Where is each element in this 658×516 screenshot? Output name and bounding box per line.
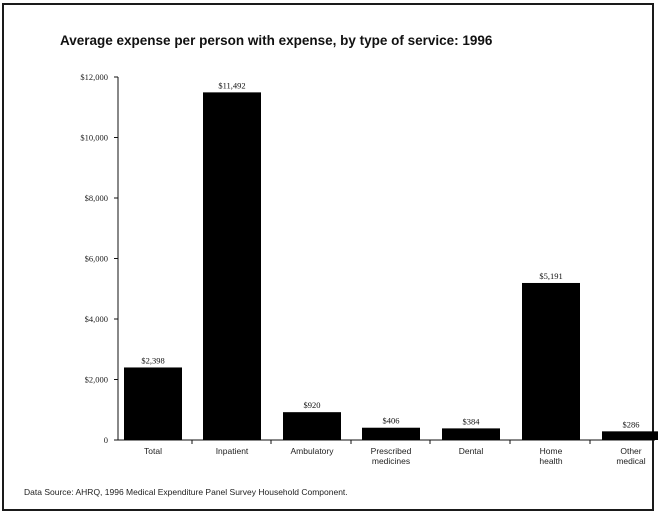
category-label: medicines xyxy=(372,456,410,466)
y-tick-label: $6,000 xyxy=(85,254,108,264)
bar xyxy=(602,431,658,440)
bar xyxy=(283,412,341,440)
category-label: Other xyxy=(620,446,641,456)
category-label: Total xyxy=(144,446,162,456)
data-label: $384 xyxy=(463,416,481,426)
category-label: Home xyxy=(540,446,563,456)
bar xyxy=(442,428,500,440)
category-label: Prescribed xyxy=(371,446,412,456)
y-tick-label: $4,000 xyxy=(85,314,108,324)
data-label: $11,492 xyxy=(218,80,245,90)
category-label: Inpatient xyxy=(216,446,249,456)
data-label: $5,191 xyxy=(539,271,562,281)
category-label: Dental xyxy=(459,446,484,456)
bar xyxy=(124,367,182,440)
data-label: $2,398 xyxy=(141,355,164,365)
y-tick-label: $10,000 xyxy=(80,133,108,143)
y-tick-label: 0 xyxy=(104,435,108,445)
category-label: medical xyxy=(616,456,645,466)
category-label: Ambulatory xyxy=(291,446,335,456)
y-tick-label: $12,000 xyxy=(80,72,108,82)
y-tick-label: $8,000 xyxy=(85,193,108,203)
bar xyxy=(203,92,261,440)
category-label: health xyxy=(539,456,562,466)
bar xyxy=(362,427,420,440)
chart-title: Average expense per person with expense,… xyxy=(60,33,493,48)
y-tick-label: $2,000 xyxy=(85,375,108,385)
data-label: $406 xyxy=(383,416,400,426)
bar xyxy=(522,282,580,440)
data-source-note: Data Source: AHRQ, 1996 Medical Expendit… xyxy=(24,487,348,497)
data-label: $920 xyxy=(304,400,321,410)
data-label: $286 xyxy=(623,419,640,429)
